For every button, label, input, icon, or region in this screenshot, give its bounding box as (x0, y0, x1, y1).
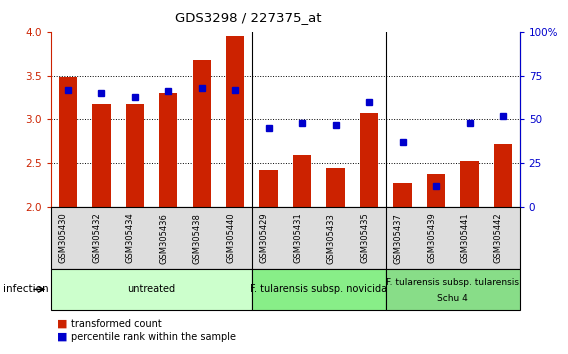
Bar (193, 60, 211, 207)
Text: GSM305432: GSM305432 (93, 213, 101, 263)
Text: GSM305434: GSM305434 (126, 213, 135, 263)
Bar (159, 93, 177, 207)
Text: F. tularensis subsp. novicida: F. tularensis subsp. novicida (250, 284, 387, 295)
Text: GSM305440: GSM305440 (226, 213, 235, 263)
Text: Schu 4: Schu 4 (437, 294, 468, 303)
Text: untreated: untreated (127, 284, 176, 295)
Text: GSM305437: GSM305437 (394, 213, 403, 263)
Bar (494, 144, 512, 207)
Text: GSM305431: GSM305431 (293, 213, 302, 263)
Bar (460, 161, 479, 207)
Text: GSM305442: GSM305442 (494, 213, 503, 263)
Bar (293, 154, 311, 207)
Bar (126, 104, 144, 207)
Text: GDS3298 / 227375_at: GDS3298 / 227375_at (175, 11, 321, 24)
Bar (260, 170, 278, 207)
Bar (427, 174, 445, 207)
Text: GSM305430: GSM305430 (59, 213, 68, 263)
Bar (226, 36, 244, 207)
Text: GSM305441: GSM305441 (461, 213, 470, 263)
Text: F. tularensis subsp. tularensis: F. tularensis subsp. tularensis (386, 278, 519, 287)
Bar (59, 78, 77, 207)
Text: GSM305433: GSM305433 (327, 213, 336, 263)
Text: transformed count: transformed count (71, 319, 162, 329)
Text: ■: ■ (57, 319, 67, 329)
Text: GSM305435: GSM305435 (360, 213, 369, 263)
Bar (360, 113, 378, 207)
Text: percentile rank within the sample: percentile rank within the sample (71, 332, 236, 342)
Text: GSM305439: GSM305439 (427, 213, 436, 263)
Text: ■: ■ (57, 332, 67, 342)
Text: GSM305438: GSM305438 (193, 213, 202, 263)
Bar (394, 183, 412, 207)
Text: GSM305436: GSM305436 (159, 213, 168, 263)
Bar (327, 168, 345, 207)
Bar (92, 104, 111, 207)
Text: infection: infection (3, 284, 48, 295)
Text: GSM305429: GSM305429 (260, 213, 269, 263)
